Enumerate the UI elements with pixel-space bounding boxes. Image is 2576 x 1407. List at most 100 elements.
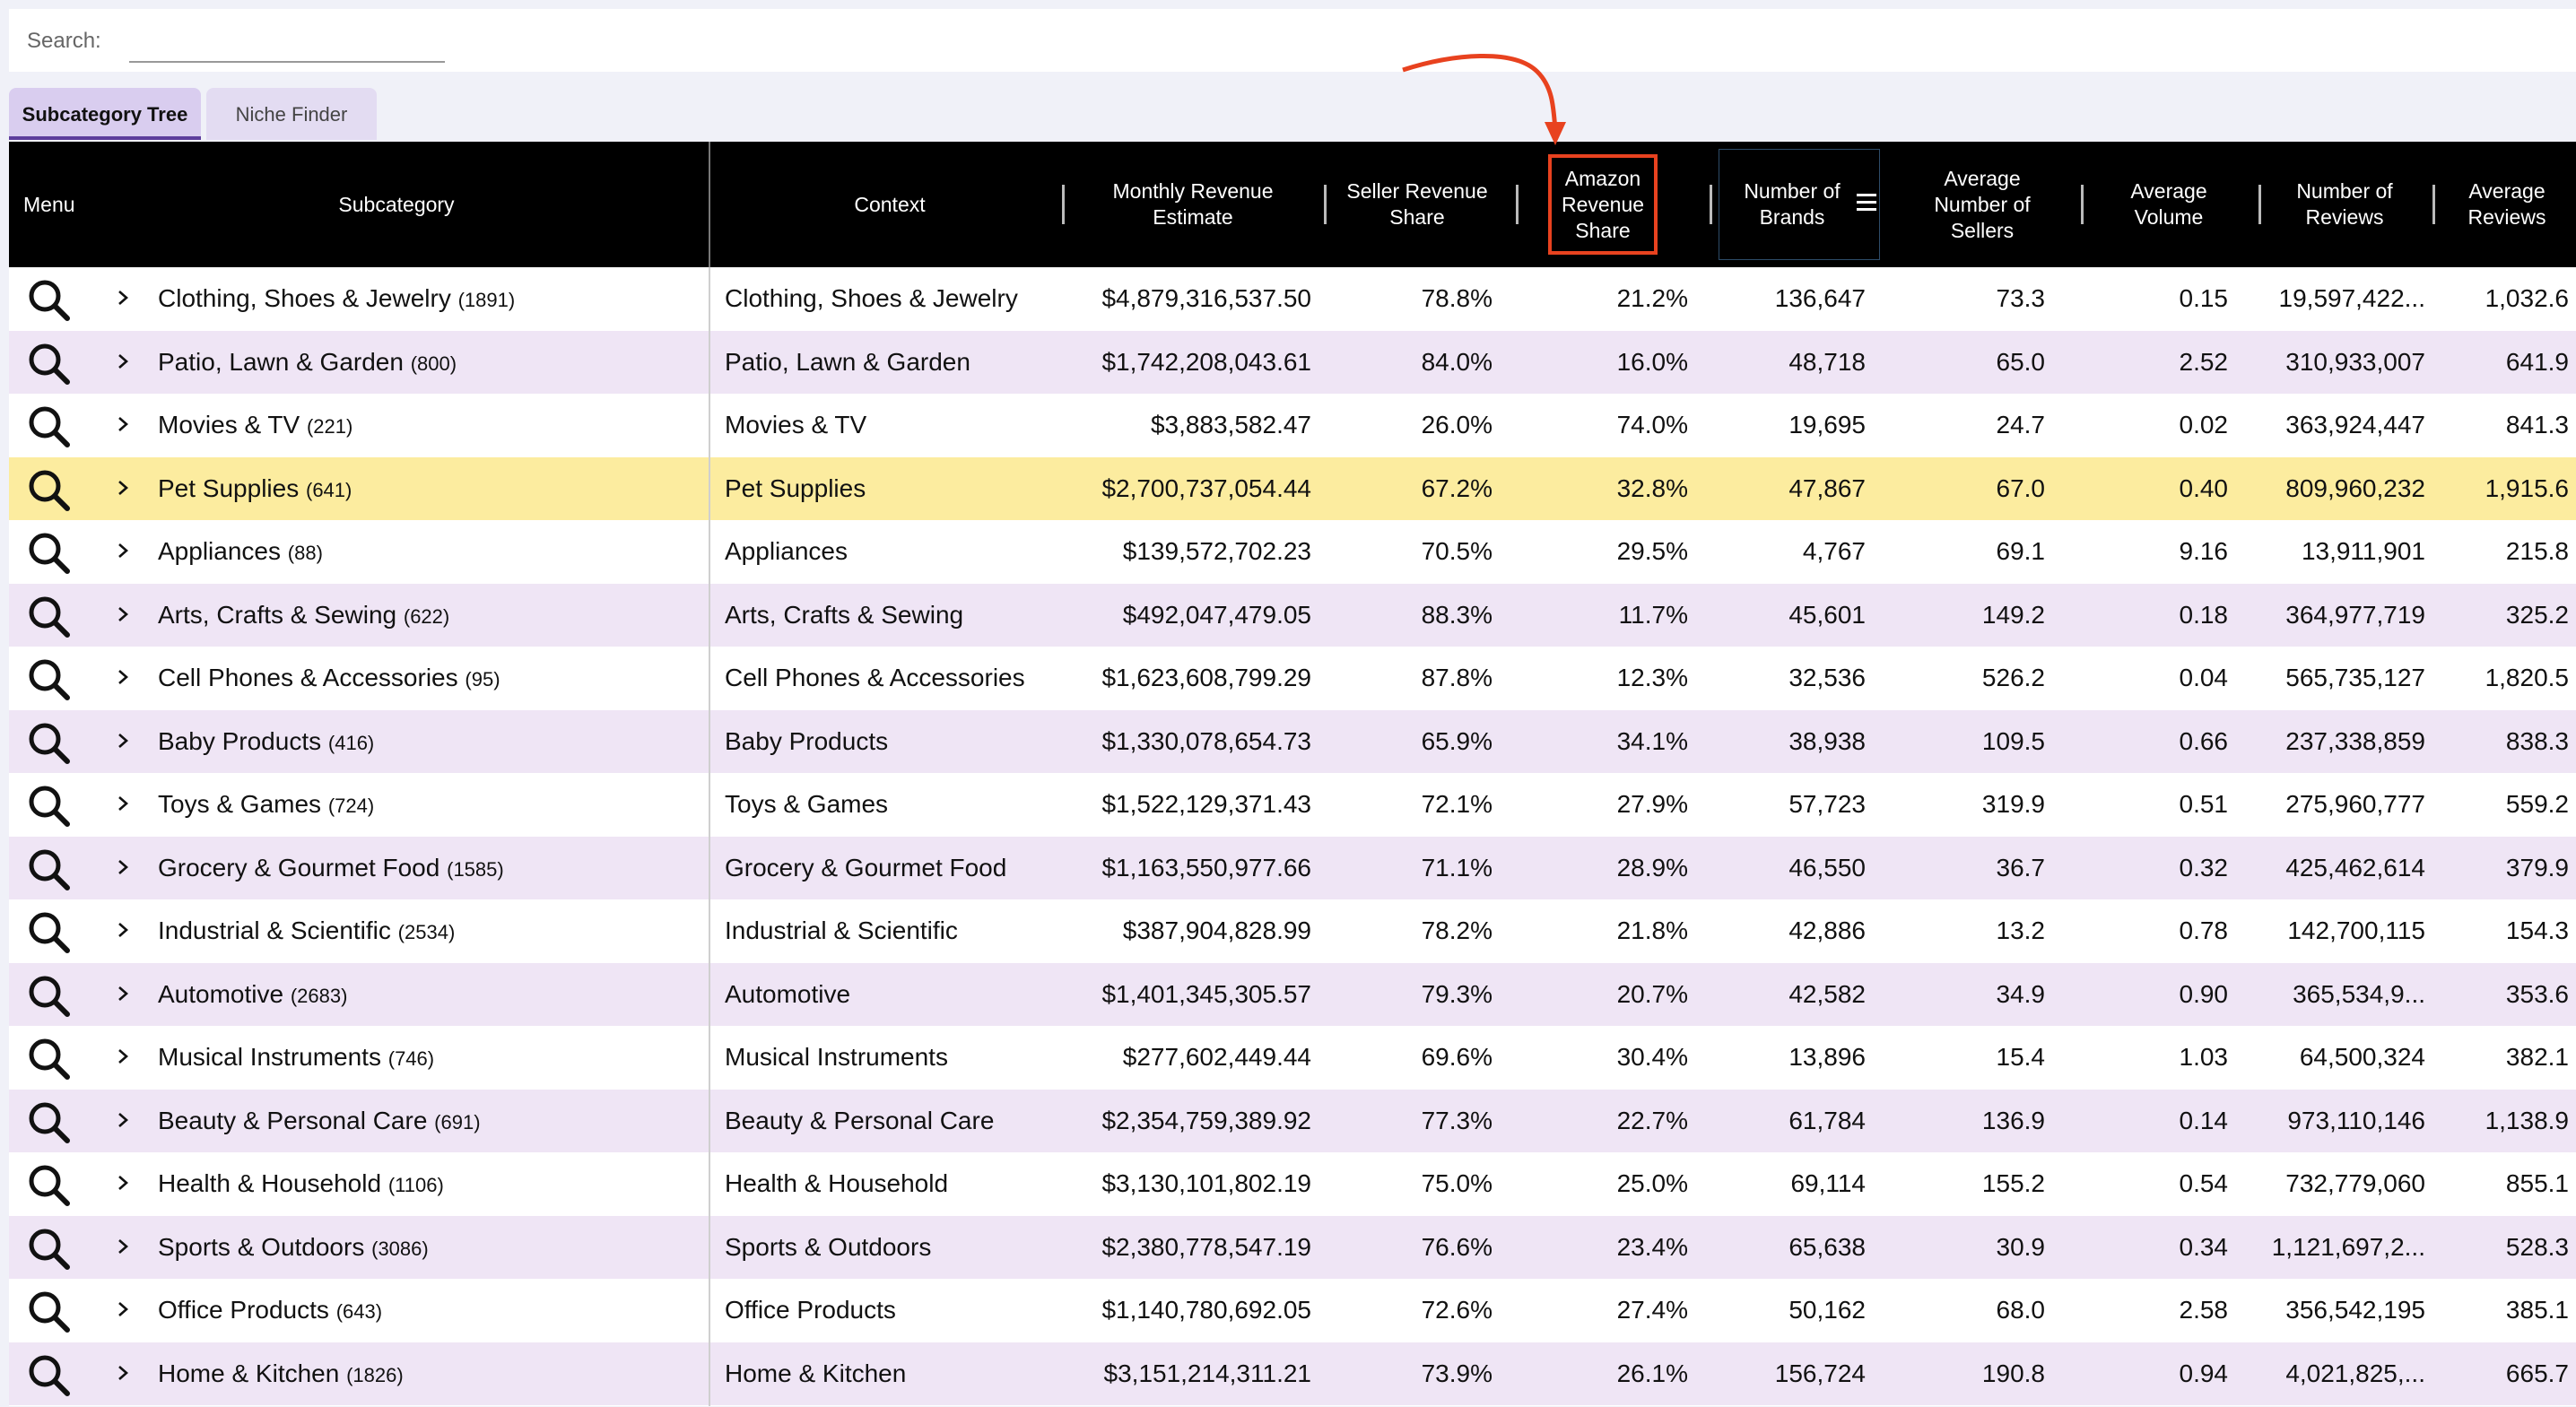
magnifier-icon[interactable] [27, 278, 72, 323]
table-row[interactable]: Industrial & Scientific (2534) Industria… [9, 899, 2576, 963]
table-row[interactable]: Office Products (643) Office Products $1… [9, 1279, 2576, 1342]
column-header-volume[interactable]: Average Volume [2130, 179, 2207, 229]
highlight-box [1548, 154, 1658, 255]
subcategory-cell[interactable]: Baby Products (416) [158, 726, 375, 755]
table-row[interactable]: Musical Instruments (746) Musical Instru… [9, 1026, 2576, 1090]
magnifier-icon[interactable] [27, 974, 72, 1019]
magnifier-icon[interactable] [27, 595, 72, 639]
chevron-right-icon[interactable] [113, 1299, 133, 1319]
column-header-amazon-share[interactable]: Amazon Revenue Share [1561, 166, 1645, 242]
chevron-right-icon[interactable] [113, 288, 133, 308]
subcategory-cell[interactable]: Cell Phones & Accessories (95) [158, 664, 500, 691]
chevron-right-icon[interactable] [113, 731, 133, 751]
table-row[interactable]: Sports & Outdoors (3086) Sports & Outdoo… [9, 1215, 2576, 1279]
column-header-menu[interactable]: Menu [23, 192, 75, 216]
column-resize-handle[interactable] [2432, 185, 2435, 224]
table-row[interactable]: Automotive (2683) Automotive $1,401,345,… [9, 962, 2576, 1026]
column-resize-handle[interactable] [1062, 185, 1065, 224]
subcategory-cell[interactable]: Industrial & Scientific (2534) [158, 916, 456, 944]
magnifier-icon[interactable] [27, 721, 72, 766]
tab-niche-finder[interactable]: Niche Finder [206, 88, 377, 140]
column-header-context[interactable]: Context [854, 192, 926, 216]
magnifier-icon[interactable] [27, 342, 72, 386]
subcategory-cell[interactable]: Pet Supplies (641) [158, 473, 352, 502]
chevron-right-icon[interactable] [113, 478, 133, 498]
magnifier-icon[interactable] [27, 657, 72, 702]
column-resize-handle[interactable] [2081, 185, 2084, 224]
subcategory-cell[interactable]: Home & Kitchen (1826) [158, 1359, 404, 1387]
avg-reviews-cell: 841.3 [2505, 411, 2569, 439]
column-header-seller-share[interactable]: Seller Revenue Share [1346, 179, 1488, 229]
magnifier-icon[interactable] [27, 1163, 72, 1208]
subcategory-cell[interactable]: Musical Instruments (746) [158, 1043, 435, 1071]
table-row[interactable]: Appliances (88) Appliances $139,572,702.… [9, 520, 2576, 584]
tab-subcategory-tree[interactable]: Subcategory Tree [9, 88, 201, 140]
column-header-sellers[interactable]: Average Number of Sellers [1934, 166, 2031, 242]
column-menu-icon[interactable] [1857, 194, 1876, 212]
chevron-right-icon[interactable] [113, 352, 133, 371]
subcategory-cell[interactable]: Sports & Outdoors (3086) [158, 1232, 429, 1261]
subcategory-cell[interactable]: Automotive (2683) [158, 979, 348, 1008]
magnifier-icon[interactable] [27, 531, 72, 576]
chevron-right-icon[interactable] [113, 857, 133, 877]
subcategory-cell[interactable]: Health & Household (1106) [158, 1169, 444, 1197]
table-row[interactable]: Toys & Games (724) Toys & Games $1,522,1… [9, 773, 2576, 837]
subcategory-cell[interactable]: Clothing, Shoes & Jewelry (1891) [158, 284, 516, 312]
magnifier-icon[interactable] [27, 1037, 72, 1081]
subcategory-cell[interactable]: Office Products (643) [158, 1296, 383, 1324]
volume-cell: 9.16 [2179, 537, 2229, 565]
magnifier-icon[interactable] [27, 1227, 72, 1272]
column-resize-handle[interactable] [1324, 185, 1327, 224]
table-row[interactable]: Patio, Lawn & Garden (800) Patio, Lawn &… [9, 330, 2576, 394]
magnifier-icon[interactable] [27, 1100, 72, 1145]
table-row[interactable]: Beauty & Personal Care (691) Beauty & Pe… [9, 1089, 2576, 1152]
column-header-avg-reviews[interactable]: Average Reviews [2467, 179, 2546, 229]
column-resize-handle[interactable] [1516, 185, 1519, 224]
magnifier-icon[interactable] [27, 847, 72, 892]
chevron-right-icon[interactable] [113, 1047, 133, 1066]
chevron-right-icon[interactable] [113, 667, 133, 687]
column-header-brands[interactable]: Number of Brands [1744, 179, 1841, 229]
column-resize-handle[interactable] [1710, 185, 1712, 224]
table-row[interactable]: Home & Kitchen (1826) Home & Kitchen $3,… [9, 1342, 2576, 1405]
table-row[interactable]: Movies & TV (221) Movies & TV $3,883,582… [9, 394, 2576, 457]
chevron-right-icon[interactable] [113, 1173, 133, 1193]
search-input[interactable] [129, 22, 445, 63]
magnifier-icon[interactable] [27, 1353, 72, 1398]
chevron-right-icon[interactable] [113, 414, 133, 434]
column-header-subcategory[interactable]: Subcategory [338, 192, 455, 216]
chevron-right-icon[interactable] [113, 984, 133, 1003]
subcategory-cell[interactable]: Appliances (88) [158, 537, 323, 565]
table-row[interactable]: Grocery & Gourmet Food (1585) Grocery & … [9, 836, 2576, 899]
column-header-monthly-revenue[interactable]: Monthly Revenue Estimate [1112, 179, 1274, 229]
column-header-reviews[interactable]: Number of Reviews [2296, 179, 2393, 229]
table-row[interactable]: Health & Household (1106) Health & House… [9, 1152, 2576, 1216]
table-row[interactable]: Baby Products (416) Baby Products $1,330… [9, 709, 2576, 773]
context-cell: Automotive [725, 979, 851, 1008]
table-row[interactable]: Arts, Crafts & Sewing (622) Arts, Crafts… [9, 583, 2576, 647]
column-resize-handle[interactable] [2258, 185, 2261, 224]
subcategory-cell[interactable]: Grocery & Gourmet Food (1585) [158, 853, 504, 882]
subcategory-cell[interactable]: Patio, Lawn & Garden (800) [158, 347, 457, 376]
reviews-cell: 425,462,614 [2285, 853, 2425, 882]
magnifier-icon[interactable] [27, 468, 72, 513]
chevron-right-icon[interactable] [113, 1237, 133, 1256]
volume-cell: 0.94 [2179, 1359, 2229, 1387]
magnifier-icon[interactable] [27, 1290, 72, 1334]
magnifier-icon[interactable] [27, 404, 72, 449]
chevron-right-icon[interactable] [113, 920, 133, 940]
subcategory-cell[interactable]: Beauty & Personal Care (691) [158, 1106, 481, 1134]
magnifier-icon[interactable] [27, 784, 72, 829]
chevron-right-icon[interactable] [113, 541, 133, 560]
table-row[interactable]: Clothing, Shoes & Jewelry (1891) Clothin… [9, 267, 2576, 331]
table-row[interactable]: Pet Supplies (641) Pet Supplies $2,700,7… [9, 456, 2576, 520]
chevron-right-icon[interactable] [113, 1363, 133, 1383]
chevron-right-icon[interactable] [113, 794, 133, 813]
chevron-right-icon[interactable] [113, 1110, 133, 1130]
subcategory-cell[interactable]: Toys & Games (724) [158, 790, 375, 818]
magnifier-icon[interactable] [27, 910, 72, 955]
subcategory-cell[interactable]: Arts, Crafts & Sewing (622) [158, 600, 450, 629]
table-row[interactable]: Cell Phones & Accessories (95) Cell Phon… [9, 647, 2576, 710]
chevron-right-icon[interactable] [113, 604, 133, 624]
subcategory-cell[interactable]: Movies & TV (221) [158, 411, 353, 439]
